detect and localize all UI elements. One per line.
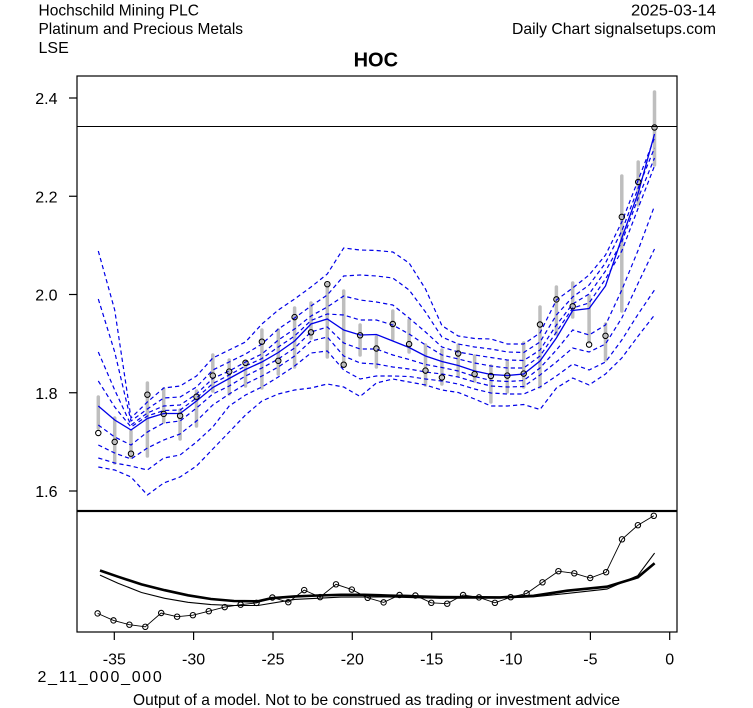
- svg-text:2.4: 2.4: [35, 91, 57, 108]
- svg-text:-15: -15: [420, 652, 443, 669]
- svg-text:HOC: HOC: [354, 49, 398, 71]
- svg-text:-20: -20: [341, 652, 364, 669]
- svg-text:1.8: 1.8: [35, 386, 57, 403]
- svg-text:2.0: 2.0: [35, 288, 57, 305]
- svg-text:Platinum and Precious Metals: Platinum and Precious Metals: [39, 21, 244, 38]
- svg-text:-10: -10: [499, 652, 522, 669]
- svg-text:-30: -30: [182, 652, 205, 669]
- svg-text:2_11_000_000: 2_11_000_000: [38, 669, 164, 686]
- svg-text:-25: -25: [261, 652, 284, 669]
- svg-text:Hochschild Mining PLC: Hochschild Mining PLC: [39, 3, 200, 20]
- svg-text:2.2: 2.2: [35, 189, 57, 206]
- svg-text:LSE: LSE: [39, 40, 69, 57]
- svg-text:0: 0: [665, 652, 674, 669]
- svg-text:Output of a model. Not to be c: Output of a model. Not to be construed a…: [133, 692, 620, 708]
- svg-text:1.6: 1.6: [35, 484, 57, 501]
- svg-text:Daily Chart signalsetups.com: Daily Chart signalsetups.com: [512, 21, 716, 38]
- svg-text:2025-03-14: 2025-03-14: [631, 3, 716, 20]
- svg-text:-35: -35: [103, 652, 126, 669]
- svg-text:-5: -5: [583, 652, 597, 669]
